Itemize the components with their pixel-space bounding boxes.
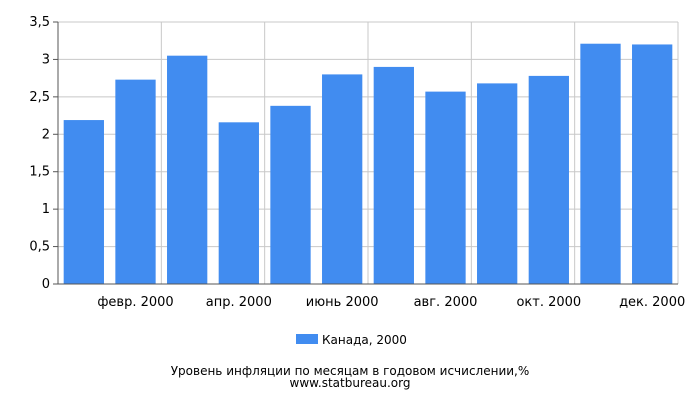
bar-8 <box>425 91 466 284</box>
y-tick-label: 3 <box>42 52 50 67</box>
x-tick-label: февр. 2000 <box>97 295 173 310</box>
x-axis-ticks: февр. 2000 апр. 2000 июнь 2000 авг. 2000 окт… <box>97 295 685 310</box>
chart-caption: Уровень инфляции по месяцам в годовом ис… <box>171 364 530 378</box>
bar-12 <box>632 44 673 285</box>
y-tick-label: 0 <box>42 277 50 292</box>
bar-3 <box>167 55 208 284</box>
y-tick-label: 2 <box>42 127 50 142</box>
bar-6 <box>322 74 363 285</box>
bar-10 <box>528 75 569 284</box>
bars <box>63 43 673 285</box>
legend-label: Канада, 2000 <box>322 333 407 347</box>
source-url: www.statbureau.org <box>290 376 411 390</box>
bar-5 <box>270 105 311 284</box>
grid <box>58 21 679 285</box>
x-tick-label: авг. 2000 <box>414 295 478 310</box>
axes <box>54 22 678 285</box>
x-tick-label: окт. 2000 <box>516 295 581 310</box>
x-tick-label: июнь 2000 <box>306 295 379 310</box>
bar-1 <box>63 120 104 284</box>
y-axis-ticks: 0 0,5 1 1,5 2 2,5 3 3,5 <box>29 15 58 292</box>
legend-swatch <box>296 334 318 344</box>
x-tick-label: дек. 2000 <box>619 295 685 310</box>
bar-9 <box>477 83 518 284</box>
y-tick-label: 3,5 <box>29 15 50 30</box>
legend: Канада, 2000 <box>296 333 407 347</box>
bar-11 <box>580 43 621 284</box>
bar-2 <box>115 79 156 284</box>
bar-7 <box>373 66 414 285</box>
y-tick-label: 0,5 <box>29 240 50 255</box>
y-tick-label: 1 <box>42 202 50 217</box>
y-tick-label: 2,5 <box>29 90 50 105</box>
x-tick-label: апр. 2000 <box>206 295 272 310</box>
bar-4 <box>218 122 259 285</box>
y-tick-label: 1,5 <box>29 165 50 180</box>
